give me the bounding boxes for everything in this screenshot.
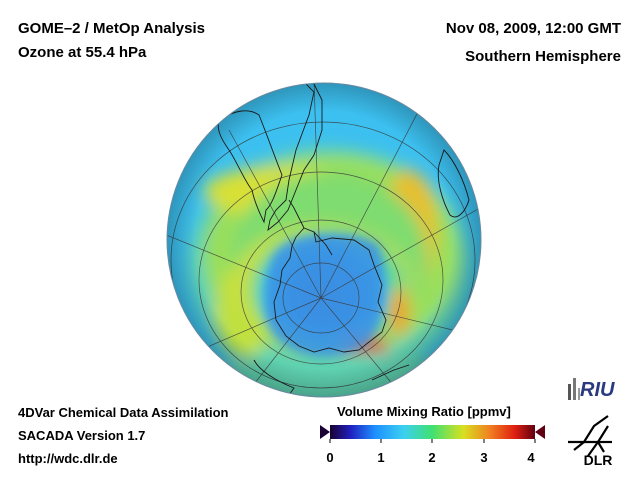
colorbar-tick-label: 2 bbox=[428, 450, 436, 465]
colorbar-tick-label: 4 bbox=[527, 450, 535, 465]
colorbar-tick-label: 3 bbox=[480, 450, 488, 465]
map-subtitle: Ozone at 55.4 hPa bbox=[18, 44, 147, 61]
colorbar-max-arrow bbox=[535, 425, 545, 439]
colorbar-title: Volume Mixing Ratio [ppmv] bbox=[337, 404, 511, 419]
colorbar-gradient bbox=[330, 425, 535, 439]
riu-logo: RIU bbox=[568, 378, 615, 401]
colorbar-tick-label: 1 bbox=[377, 450, 385, 465]
ozone-globe-map bbox=[166, 82, 482, 398]
colorbar-min-arrow bbox=[320, 425, 330, 439]
riu-logo-text: RIU bbox=[580, 379, 615, 401]
footer-url: http://wdc.dlr.de bbox=[18, 451, 118, 466]
footer-method: 4DVar Chemical Data Assimilation bbox=[18, 405, 229, 420]
map-title: GOME–2 / MetOp Analysis bbox=[18, 20, 205, 37]
colorbar bbox=[320, 425, 545, 443]
dlr-logo-text: DLR bbox=[584, 452, 613, 468]
footer-version: SACADA Version 1.7 bbox=[18, 428, 146, 443]
map-region: Southern Hemisphere bbox=[465, 48, 621, 65]
colorbar-tick-label: 0 bbox=[326, 450, 334, 465]
map-date: Nov 08, 2009, 12:00 GMT bbox=[445, 20, 621, 37]
dlr-logo: DLR bbox=[568, 415, 613, 468]
